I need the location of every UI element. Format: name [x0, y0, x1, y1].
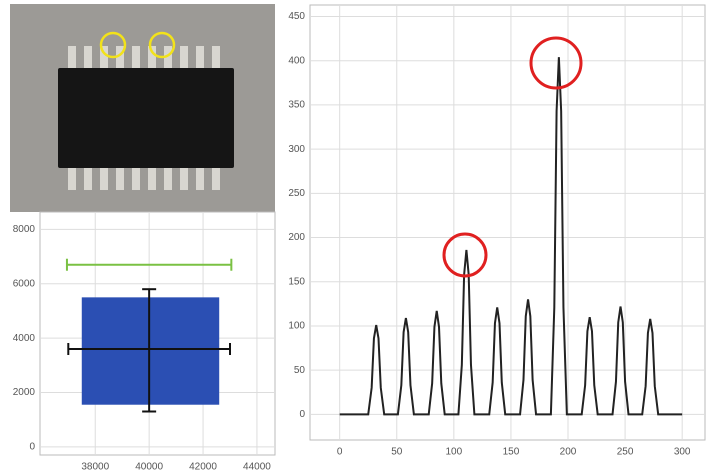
scatter-chart: 0 2000 4000 6000 8000 38000 40000 42000 44000: [13, 211, 276, 471]
y-tick-label: 200: [288, 232, 305, 243]
x-tick-label: 300: [674, 447, 691, 458]
pin: [100, 46, 108, 70]
pins: [68, 46, 220, 190]
chip-body: [58, 68, 234, 168]
y-tick-label: 6000: [13, 278, 36, 289]
pin: [68, 46, 76, 70]
y-tick-label: 400: [288, 55, 305, 66]
plot-area: [309, 4, 706, 441]
y-tick-label: 250: [288, 188, 305, 199]
y-tick-label: 450: [288, 11, 305, 22]
x-tick-label: 100: [446, 447, 463, 458]
pin: [148, 46, 156, 70]
pin: [116, 166, 124, 190]
pin: [180, 166, 188, 190]
pin: [180, 46, 188, 70]
x-tick-label: 50: [391, 447, 403, 458]
highlight-circle: [99, 31, 127, 59]
pin: [212, 46, 220, 70]
pin: [116, 46, 124, 70]
pin: [84, 46, 92, 70]
line-series: [339, 57, 683, 416]
pin: [132, 46, 140, 70]
y-tick-label: 4000: [13, 333, 36, 344]
pin: [68, 166, 76, 190]
x-tick-label: 250: [617, 447, 634, 458]
x-tick-label: 150: [503, 447, 520, 458]
pin: [132, 166, 140, 190]
x-tick-label: 44000: [243, 462, 271, 471]
x-tick-label: 200: [560, 447, 577, 458]
chip-photo: [10, 4, 275, 212]
pin: [212, 166, 220, 190]
y-tick-label: 100: [288, 321, 305, 332]
y-tick-label: 350: [288, 100, 305, 111]
y-tick-label: 2000: [13, 387, 36, 398]
y-tick-label: 150: [288, 276, 305, 287]
peak-marker: [529, 36, 583, 90]
highlight-circle: [148, 31, 176, 59]
pin: [100, 166, 108, 190]
pin: [196, 166, 204, 190]
pin: [196, 46, 204, 70]
profile-chart: 0 50 100 150 200 250 300 350 400 450 0 50 100 150 200 2…: [288, 4, 706, 458]
y-tick-label: 300: [288, 144, 305, 155]
peak-marker: [442, 232, 488, 278]
x-tick-label: 42000: [189, 462, 217, 471]
pin: [84, 166, 92, 190]
y-tick-label: 8000: [13, 224, 36, 235]
point-cloud: [81, 297, 220, 405]
pin: [148, 166, 156, 190]
x-tick-label: 40000: [135, 462, 163, 471]
x-tick-label: 38000: [81, 462, 109, 471]
y-tick-label: 0: [299, 409, 305, 420]
pin: [164, 46, 172, 70]
y-tick-label: 0: [29, 441, 35, 452]
pin: [164, 166, 172, 190]
x-tick-label: 0: [337, 447, 343, 458]
y-tick-label: 50: [294, 365, 306, 376]
